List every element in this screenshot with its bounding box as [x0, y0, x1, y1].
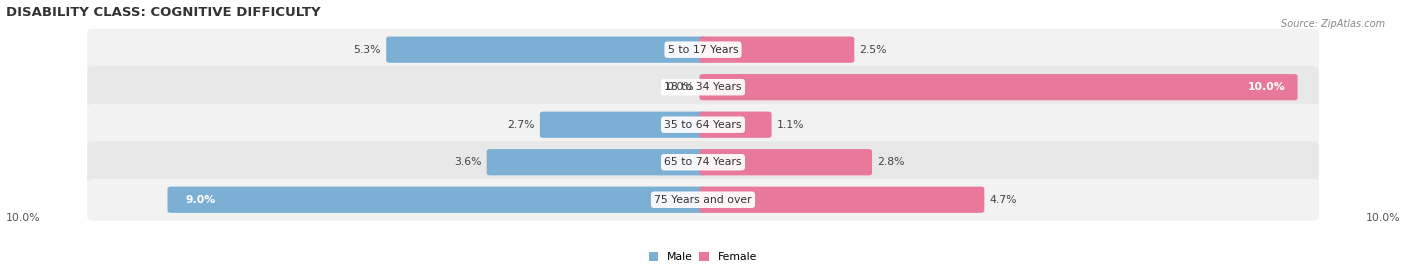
Text: 9.0%: 9.0% [186, 195, 217, 205]
FancyBboxPatch shape [699, 74, 1298, 100]
FancyBboxPatch shape [167, 187, 707, 213]
FancyBboxPatch shape [699, 112, 772, 138]
Text: 75 Years and over: 75 Years and over [654, 195, 752, 205]
FancyBboxPatch shape [387, 36, 707, 63]
FancyBboxPatch shape [486, 149, 707, 175]
Text: 2.8%: 2.8% [877, 157, 905, 167]
Text: 2.7%: 2.7% [508, 120, 534, 130]
FancyBboxPatch shape [699, 187, 984, 213]
Text: 0.0%: 0.0% [666, 82, 695, 92]
FancyBboxPatch shape [87, 141, 1319, 183]
Text: DISABILITY CLASS: COGNITIVE DIFFICULTY: DISABILITY CLASS: COGNITIVE DIFFICULTY [6, 6, 321, 19]
Text: 3.6%: 3.6% [454, 157, 481, 167]
Text: 1.1%: 1.1% [778, 120, 804, 130]
Text: 5 to 17 Years: 5 to 17 Years [668, 45, 738, 55]
Text: 5.3%: 5.3% [353, 45, 381, 55]
FancyBboxPatch shape [699, 36, 855, 63]
Text: 4.7%: 4.7% [990, 195, 1017, 205]
FancyBboxPatch shape [540, 112, 707, 138]
FancyBboxPatch shape [87, 104, 1319, 146]
Text: Source: ZipAtlas.com: Source: ZipAtlas.com [1281, 19, 1385, 29]
Text: 10.0%: 10.0% [6, 213, 41, 223]
FancyBboxPatch shape [699, 149, 872, 175]
Text: 2.5%: 2.5% [859, 45, 887, 55]
Legend: Male, Female: Male, Female [648, 252, 758, 262]
Text: 35 to 64 Years: 35 to 64 Years [664, 120, 742, 130]
Text: 18 to 34 Years: 18 to 34 Years [664, 82, 742, 92]
FancyBboxPatch shape [87, 179, 1319, 221]
Text: 10.0%: 10.0% [1365, 213, 1400, 223]
Text: 65 to 74 Years: 65 to 74 Years [664, 157, 742, 167]
FancyBboxPatch shape [87, 29, 1319, 71]
Text: 10.0%: 10.0% [1247, 82, 1285, 92]
FancyBboxPatch shape [87, 66, 1319, 108]
